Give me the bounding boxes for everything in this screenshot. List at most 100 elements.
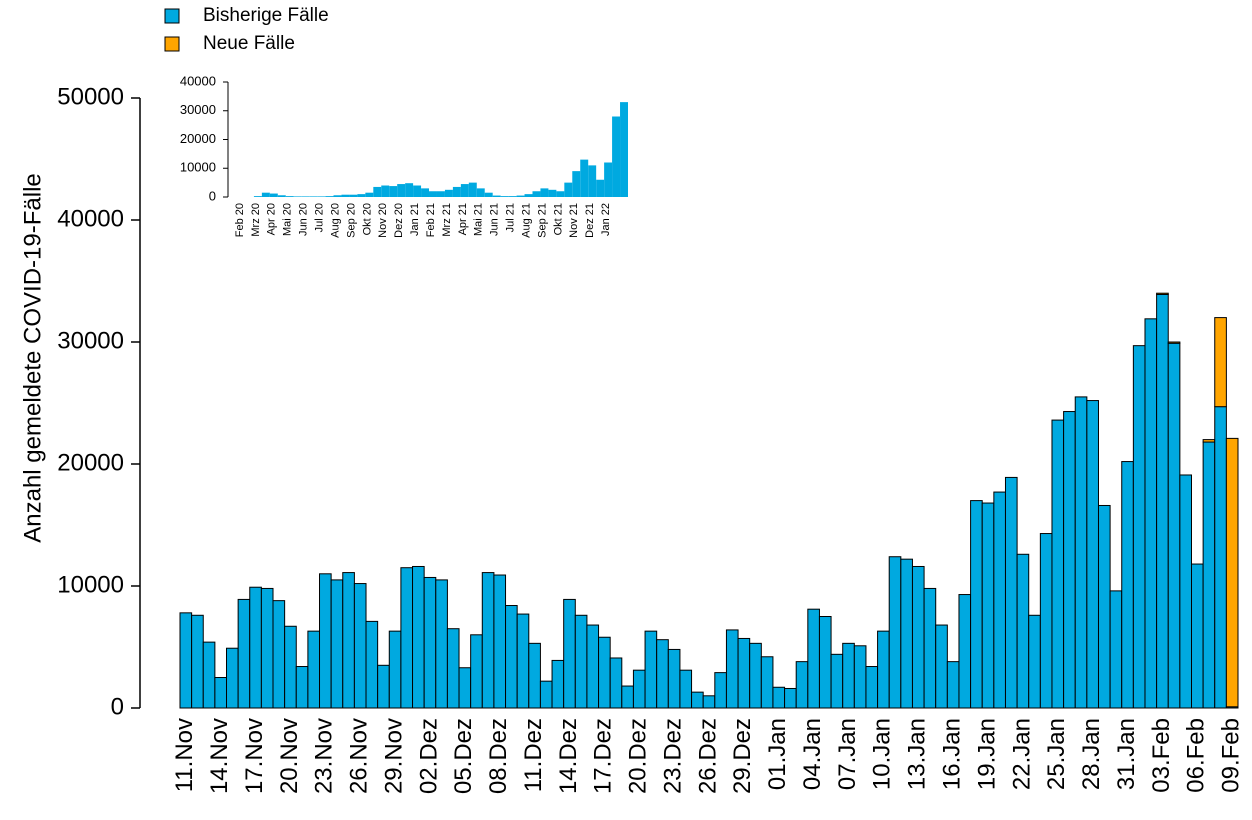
bar-segment [1004, 476, 1018, 709]
x-tick-label: 04.Jan [799, 718, 826, 790]
x-tick-label: 11.Dez [520, 718, 547, 792]
x-tick-label: 06.Feb [1183, 718, 1210, 793]
bar-segment [958, 594, 972, 709]
bar-segment [760, 656, 774, 709]
bar-segment [714, 672, 727, 709]
inset-bar [373, 186, 382, 197]
x-tick-label: 16.Jan [938, 718, 965, 790]
bar-segment [946, 661, 960, 709]
inset-bar [540, 188, 549, 197]
inset-y-tick-label: 40000 [180, 73, 216, 88]
bar-segment [795, 661, 809, 709]
inset-bar [325, 196, 334, 197]
y-tick-label: 10000 [57, 571, 124, 598]
x-tick-label: 26.Dez [694, 718, 721, 794]
x-tick-label: 19.Jan [973, 718, 1000, 790]
inset-bar [516, 195, 525, 197]
x-tick-label: 23.Dez [659, 718, 686, 794]
bar-segment [412, 565, 425, 709]
bar-segment [1190, 563, 1204, 709]
bar-segment [400, 567, 414, 709]
bar-segment [1202, 439, 1216, 443]
inset-bar [405, 183, 414, 197]
inset-bar [620, 102, 628, 197]
bar-segment [563, 598, 576, 709]
inset-x-tick-label: Nov 21 [568, 203, 580, 238]
bar-segment [656, 639, 669, 709]
bar-segment [853, 645, 867, 709]
bar-segment [179, 612, 193, 709]
inset-bar [604, 162, 613, 197]
inset-bar [341, 194, 350, 197]
inset-bar [468, 182, 477, 197]
inset-bar [285, 196, 294, 197]
bar-segment [737, 637, 751, 709]
inset-x-tick-label: Sep 21 [536, 203, 548, 238]
bar-segment [191, 614, 204, 709]
bar-segment [830, 653, 844, 709]
inset-y-tick-label: 0 [209, 188, 216, 203]
inset-bar [301, 196, 310, 197]
bar-segment [935, 624, 948, 709]
inset-bar [309, 196, 318, 197]
x-tick-label: 29.Nov [380, 718, 407, 794]
inset-bar [413, 185, 422, 197]
inset-bar [580, 159, 589, 197]
inset-bar [317, 196, 326, 197]
bar-segment [586, 624, 600, 709]
bar-segment [516, 613, 530, 709]
inset-bar [293, 196, 302, 197]
inset-x-tick-label: Feb 20 [234, 203, 246, 237]
inset-x-tick-label: Mai 20 [282, 203, 294, 236]
bar-segment [1016, 553, 1030, 709]
y-axis-label: Anzahl gemeldete COVID-19-Fälle [19, 173, 46, 543]
bar-segment [237, 598, 251, 709]
x-tick-label: 13.Jan [904, 718, 931, 790]
bar-segment [1156, 293, 1169, 709]
inset-bar [421, 188, 430, 197]
bar-segment [249, 586, 262, 709]
x-tick-label: 29.Dez [729, 718, 756, 794]
inset-bar [492, 195, 501, 197]
bar-segment [784, 687, 797, 709]
y-tick-label: 0 [111, 693, 124, 720]
inset-x-tick-label: Apr 20 [266, 203, 278, 235]
bar-segment [621, 685, 634, 709]
inset-x-tick-label: Nov 20 [377, 203, 389, 238]
inset-bar [564, 182, 573, 197]
x-tick-label: 31.Jan [1113, 718, 1140, 790]
inset-bar [508, 196, 517, 197]
x-tick-label: 23.Nov [311, 718, 338, 794]
inset-x-tick-label: Dez 21 [584, 203, 596, 238]
inset-x-tick-label: Jan 21 [409, 203, 421, 236]
inset-bar [596, 179, 605, 197]
x-tick-label: 22.Jan [1008, 718, 1035, 790]
bar-segment [365, 620, 379, 709]
bar-segment [1063, 411, 1076, 709]
bar-segment [1179, 474, 1192, 709]
x-tick-label: 10.Jan [869, 718, 896, 790]
bar-segment [888, 556, 902, 709]
bar-segment [842, 642, 855, 709]
bar-segment [702, 695, 716, 709]
bar-segment [981, 502, 995, 709]
bar-segment [598, 636, 611, 709]
bar-segment [900, 558, 913, 709]
x-tick-label: 25.Jan [1043, 718, 1070, 790]
x-tick-label: 20.Dez [625, 718, 652, 794]
inset-x-tick-label: Jan 22 [600, 203, 612, 236]
inset-x-tick-label: Sep 20 [345, 203, 357, 238]
inset-x-tick-label: Jun 20 [298, 203, 310, 236]
bar-segment [1214, 406, 1227, 709]
x-tick-label: 17.Dez [590, 718, 617, 794]
inset-bar [253, 196, 262, 197]
bar-segment [307, 630, 321, 709]
legend-swatch [164, 8, 180, 24]
inset-bar [460, 184, 469, 197]
inset-x-tick-label: Dez 20 [393, 203, 405, 238]
legend-swatch [164, 36, 180, 52]
bar-segment [226, 647, 239, 709]
bar-segment [1156, 292, 1169, 295]
inset-bar [572, 171, 581, 197]
